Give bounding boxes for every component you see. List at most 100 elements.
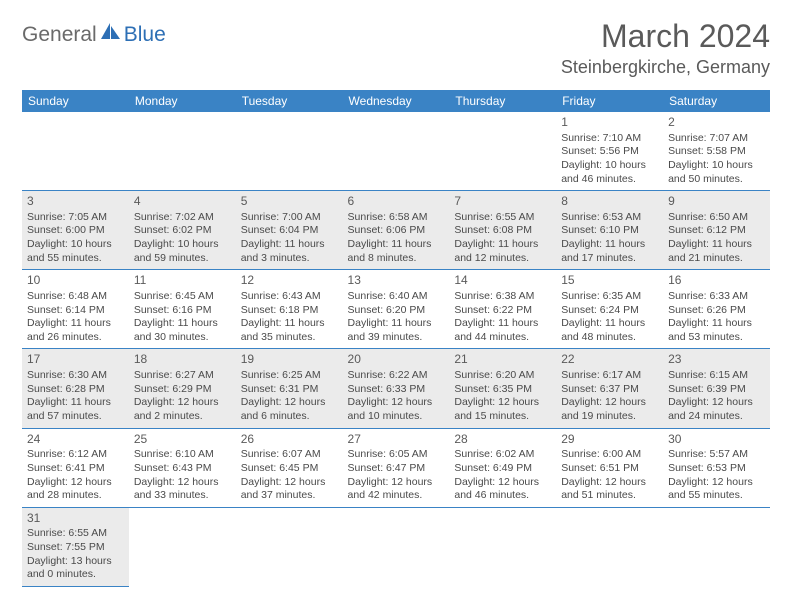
daylight2-text: and 15 minutes. bbox=[454, 410, 551, 424]
sunset-text: Sunset: 6:53 PM bbox=[668, 462, 765, 476]
day-number: 16 bbox=[668, 273, 765, 289]
sunset-text: Sunset: 6:49 PM bbox=[454, 462, 551, 476]
sunset-text: Sunset: 6:45 PM bbox=[241, 462, 338, 476]
day-number: 31 bbox=[27, 511, 124, 527]
calendar-cell bbox=[343, 507, 450, 586]
calendar-cell: 5Sunrise: 7:00 AMSunset: 6:04 PMDaylight… bbox=[236, 191, 343, 270]
sunset-text: Sunset: 6:22 PM bbox=[454, 304, 551, 318]
daylight2-text: and 51 minutes. bbox=[561, 489, 658, 503]
sunrise-text: Sunrise: 6:50 AM bbox=[668, 211, 765, 225]
daylight1-text: Daylight: 12 hours bbox=[348, 396, 445, 410]
sunset-text: Sunset: 6:20 PM bbox=[348, 304, 445, 318]
logo: General Blue bbox=[22, 22, 166, 47]
calendar-row: 24Sunrise: 6:12 AMSunset: 6:41 PMDayligh… bbox=[22, 428, 770, 507]
calendar-cell: 21Sunrise: 6:20 AMSunset: 6:35 PMDayligh… bbox=[449, 349, 556, 428]
sunset-text: Sunset: 6:06 PM bbox=[348, 224, 445, 238]
daylight1-text: Daylight: 11 hours bbox=[134, 317, 231, 331]
daylight2-text: and 30 minutes. bbox=[134, 331, 231, 345]
day-number: 28 bbox=[454, 432, 551, 448]
daylight2-text: and 59 minutes. bbox=[134, 252, 231, 266]
sunset-text: Sunset: 6:00 PM bbox=[27, 224, 124, 238]
day-number: 19 bbox=[241, 352, 338, 368]
daylight2-text: and 6 minutes. bbox=[241, 410, 338, 424]
daylight2-text: and 24 minutes. bbox=[668, 410, 765, 424]
calendar-cell: 25Sunrise: 6:10 AMSunset: 6:43 PMDayligh… bbox=[129, 428, 236, 507]
calendar-cell bbox=[343, 112, 450, 191]
daylight2-text: and 33 minutes. bbox=[134, 489, 231, 503]
daylight2-text: and 3 minutes. bbox=[241, 252, 338, 266]
calendar-row: 1Sunrise: 7:10 AMSunset: 5:56 PMDaylight… bbox=[22, 112, 770, 191]
day-number: 10 bbox=[27, 273, 124, 289]
daylight2-text: and 35 minutes. bbox=[241, 331, 338, 345]
sunrise-text: Sunrise: 6:12 AM bbox=[27, 448, 124, 462]
daylight2-text: and 8 minutes. bbox=[348, 252, 445, 266]
day-number: 17 bbox=[27, 352, 124, 368]
day-number: 21 bbox=[454, 352, 551, 368]
calendar-cell: 20Sunrise: 6:22 AMSunset: 6:33 PMDayligh… bbox=[343, 349, 450, 428]
header: General Blue March 2024 Steinbergkirche,… bbox=[22, 18, 770, 78]
daylight1-text: Daylight: 11 hours bbox=[27, 317, 124, 331]
sunrise-text: Sunrise: 6:35 AM bbox=[561, 290, 658, 304]
daylight1-text: Daylight: 11 hours bbox=[668, 317, 765, 331]
daylight2-text: and 17 minutes. bbox=[561, 252, 658, 266]
daylight1-text: Daylight: 11 hours bbox=[241, 238, 338, 252]
calendar-cell: 14Sunrise: 6:38 AMSunset: 6:22 PMDayligh… bbox=[449, 270, 556, 349]
daylight2-text: and 44 minutes. bbox=[454, 331, 551, 345]
daylight1-text: Daylight: 11 hours bbox=[348, 317, 445, 331]
sunrise-text: Sunrise: 5:57 AM bbox=[668, 448, 765, 462]
calendar-cell: 17Sunrise: 6:30 AMSunset: 6:28 PMDayligh… bbox=[22, 349, 129, 428]
sunrise-text: Sunrise: 6:43 AM bbox=[241, 290, 338, 304]
calendar-cell: 12Sunrise: 6:43 AMSunset: 6:18 PMDayligh… bbox=[236, 270, 343, 349]
sunset-text: Sunset: 6:43 PM bbox=[134, 462, 231, 476]
location: Steinbergkirche, Germany bbox=[561, 57, 770, 78]
weekday-header: Friday bbox=[556, 90, 663, 112]
sunrise-text: Sunrise: 6:55 AM bbox=[27, 527, 124, 541]
sunset-text: Sunset: 6:02 PM bbox=[134, 224, 231, 238]
sunrise-text: Sunrise: 7:02 AM bbox=[134, 211, 231, 225]
calendar-cell: 1Sunrise: 7:10 AMSunset: 5:56 PMDaylight… bbox=[556, 112, 663, 191]
sunrise-text: Sunrise: 7:07 AM bbox=[668, 132, 765, 146]
sunrise-text: Sunrise: 7:00 AM bbox=[241, 211, 338, 225]
calendar-cell: 16Sunrise: 6:33 AMSunset: 6:26 PMDayligh… bbox=[663, 270, 770, 349]
calendar-cell: 26Sunrise: 6:07 AMSunset: 6:45 PMDayligh… bbox=[236, 428, 343, 507]
calendar-cell: 13Sunrise: 6:40 AMSunset: 6:20 PMDayligh… bbox=[343, 270, 450, 349]
day-number: 29 bbox=[561, 432, 658, 448]
sunset-text: Sunset: 6:16 PM bbox=[134, 304, 231, 318]
logo-text-general: General bbox=[22, 23, 97, 47]
daylight2-text: and 46 minutes. bbox=[561, 173, 658, 187]
daylight2-text: and 50 minutes. bbox=[668, 173, 765, 187]
calendar-row: 3Sunrise: 7:05 AMSunset: 6:00 PMDaylight… bbox=[22, 191, 770, 270]
sunrise-text: Sunrise: 6:55 AM bbox=[454, 211, 551, 225]
calendar-cell: 7Sunrise: 6:55 AMSunset: 6:08 PMDaylight… bbox=[449, 191, 556, 270]
calendar-cell: 24Sunrise: 6:12 AMSunset: 6:41 PMDayligh… bbox=[22, 428, 129, 507]
calendar-cell bbox=[22, 112, 129, 191]
day-number: 13 bbox=[348, 273, 445, 289]
sunrise-text: Sunrise: 7:05 AM bbox=[27, 211, 124, 225]
sunset-text: Sunset: 6:18 PM bbox=[241, 304, 338, 318]
weekday-header-row: SundayMondayTuesdayWednesdayThursdayFrid… bbox=[22, 90, 770, 112]
month-title: March 2024 bbox=[561, 18, 770, 55]
sunset-text: Sunset: 6:10 PM bbox=[561, 224, 658, 238]
sunrise-text: Sunrise: 6:02 AM bbox=[454, 448, 551, 462]
sunrise-text: Sunrise: 6:48 AM bbox=[27, 290, 124, 304]
daylight1-text: Daylight: 10 hours bbox=[561, 159, 658, 173]
sunrise-text: Sunrise: 6:45 AM bbox=[134, 290, 231, 304]
sunset-text: Sunset: 6:28 PM bbox=[27, 383, 124, 397]
sunset-text: Sunset: 5:56 PM bbox=[561, 145, 658, 159]
sunset-text: Sunset: 6:51 PM bbox=[561, 462, 658, 476]
daylight2-text: and 55 minutes. bbox=[27, 252, 124, 266]
daylight2-text: and 48 minutes. bbox=[561, 331, 658, 345]
sunrise-text: Sunrise: 6:38 AM bbox=[454, 290, 551, 304]
daylight1-text: Daylight: 12 hours bbox=[454, 476, 551, 490]
day-number: 15 bbox=[561, 273, 658, 289]
daylight1-text: Daylight: 11 hours bbox=[561, 238, 658, 252]
calendar-cell bbox=[663, 507, 770, 586]
calendar-cell: 19Sunrise: 6:25 AMSunset: 6:31 PMDayligh… bbox=[236, 349, 343, 428]
day-number: 7 bbox=[454, 194, 551, 210]
daylight1-text: Daylight: 11 hours bbox=[454, 317, 551, 331]
sunrise-text: Sunrise: 6:30 AM bbox=[27, 369, 124, 383]
daylight1-text: Daylight: 10 hours bbox=[668, 159, 765, 173]
sunrise-text: Sunrise: 6:58 AM bbox=[348, 211, 445, 225]
daylight1-text: Daylight: 11 hours bbox=[454, 238, 551, 252]
calendar-row: 10Sunrise: 6:48 AMSunset: 6:14 PMDayligh… bbox=[22, 270, 770, 349]
